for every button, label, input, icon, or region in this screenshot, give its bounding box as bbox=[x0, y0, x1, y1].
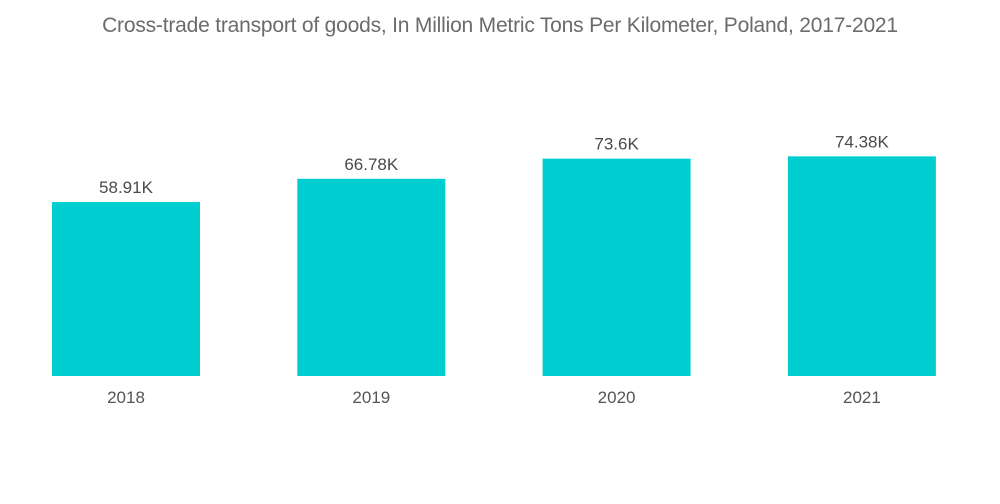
data-label-2018: 58.91K bbox=[99, 178, 154, 197]
bar-2019 bbox=[297, 178, 446, 376]
data-label-2019: 66.78K bbox=[344, 155, 399, 174]
x-tick-label-2021: 2021 bbox=[843, 388, 881, 407]
data-label-2020: 73.6K bbox=[594, 135, 639, 154]
bar-2020 bbox=[542, 158, 691, 376]
chart-title: Cross-trade transport of goods, In Milli… bbox=[102, 14, 898, 37]
x-tick-label-2018: 2018 bbox=[107, 388, 145, 407]
x-tick-label-2020: 2020 bbox=[598, 388, 636, 407]
bar-2018 bbox=[52, 202, 200, 376]
bar-2021 bbox=[787, 156, 936, 376]
data-label-2021: 74.38K bbox=[835, 132, 890, 151]
x-tick-label-2019: 2019 bbox=[352, 388, 390, 407]
